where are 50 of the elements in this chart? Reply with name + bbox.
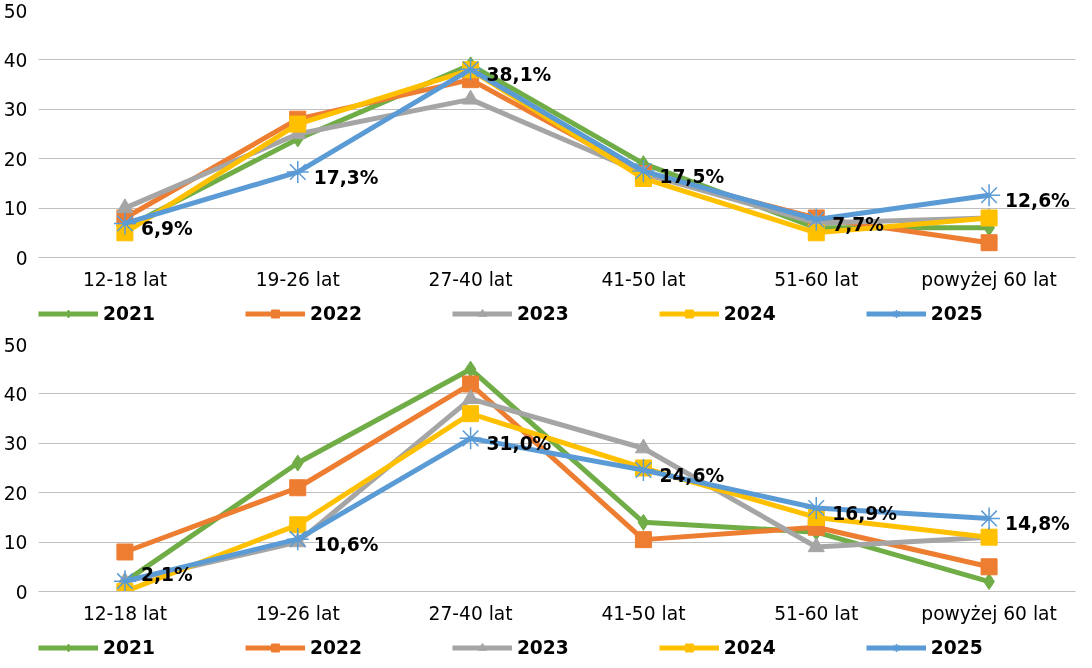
y-tick-label: 30 (3, 433, 28, 455)
y-tick-label: 40 (3, 383, 28, 405)
point (807, 537, 825, 553)
y-tick-label: 50 (3, 334, 28, 356)
x-tick-label: 51-60 lat (774, 268, 859, 290)
y-tick-label: 20 (3, 148, 28, 170)
point (464, 360, 477, 378)
x-tick-label: 27-40 lat (428, 602, 513, 624)
x-tick-label: 19-26 lat (255, 268, 340, 290)
x-tick-label: 41-50 lat (601, 268, 686, 290)
y-tick-label: 50 (3, 0, 28, 22)
data-label: 14,8% (1005, 513, 1071, 535)
data-label: 10,6% (313, 534, 379, 556)
legend-label: 2021 (103, 302, 155, 324)
legend-label: 2025 (930, 302, 983, 324)
legend-label: 2024 (723, 636, 776, 658)
point (291, 454, 304, 472)
y-tick-label: 20 (3, 482, 28, 504)
point (462, 405, 480, 423)
x-tick-label: powyżej 60 lat (921, 268, 1057, 290)
data-label: 12,6% (1005, 190, 1071, 212)
point (462, 375, 480, 393)
point (116, 543, 134, 561)
x-tick-label: 12-18 lat (82, 602, 167, 624)
x-tick-label: 27-40 lat (428, 268, 513, 290)
point (289, 479, 307, 497)
y-tick-label: 10 (3, 198, 28, 220)
point (637, 513, 650, 531)
legend-label: 2025 (930, 636, 983, 658)
x-tick-label: powyżej 60 lat (921, 602, 1057, 624)
x-tick-label: 19-26 lat (255, 602, 340, 624)
y-tick-label: 0 (15, 247, 28, 269)
legend-label: 2023 (516, 636, 569, 658)
legend-label: 2022 (309, 302, 362, 324)
point (980, 558, 998, 576)
y-tick-label: 40 (3, 49, 28, 71)
y-tick-label: 30 (3, 99, 28, 121)
point (980, 234, 998, 252)
y-tick-label: 10 (3, 532, 28, 554)
y-tick-label: 0 (15, 581, 28, 603)
x-tick-label: 51-60 lat (774, 602, 859, 624)
x-tick-label: 41-50 lat (601, 602, 686, 624)
legend-label: 2022 (309, 636, 362, 658)
point (807, 499, 825, 517)
legend-label: 2023 (516, 302, 569, 324)
point (634, 531, 652, 549)
x-tick-label: 12-18 lat (82, 268, 167, 290)
legend-label: 2024 (723, 302, 776, 324)
point (289, 516, 307, 534)
legend-label: 2021 (103, 636, 155, 658)
